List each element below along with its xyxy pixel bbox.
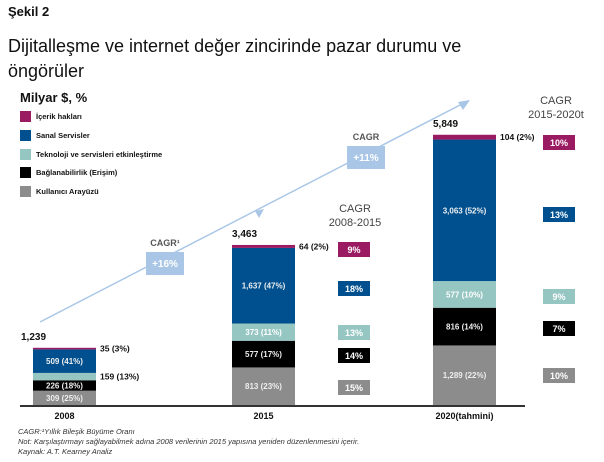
cagr-value: 14% [345,351,363,361]
footnote-note: Not: Karşılaştırmayı sağlayabilmek adına… [18,437,360,446]
cagr-value: 15% [345,383,363,393]
legend-swatch [20,167,31,178]
data-label: 64 (2%) [299,241,329,251]
cagr-value: 10% [550,138,568,148]
data-label: 373 (11%) [245,328,282,337]
cagr-value: 10% [550,371,568,381]
data-label: 226 (18%) [46,382,83,391]
bar-segment [232,340,295,368]
data-label: 577 (10%) [446,290,483,299]
bar-segment [33,390,96,405]
y-unit-label: Milyar $, % [20,90,88,105]
growth-arrow-line [39,103,463,323]
data-label: 159 (13%) [100,372,139,382]
bar-segment [232,323,295,341]
total-cagr-box [347,146,385,169]
footnotes: CAGR:¹Yıllık Bileşik Büyüme Oranı Not: K… [18,427,359,457]
x-tick-label: 2015 [253,411,273,421]
bar-segment [433,307,496,346]
growth-arrow-head [458,100,470,110]
cagr-header: CAGR [339,203,371,215]
data-label: 577 (17%) [245,350,282,359]
chart-title: Dijitalleşme ve internet değer zincirind… [8,34,461,84]
title-line-1: Dijitalleşme ve internet değer zincirind… [8,36,462,56]
cagr-header: 2015-2020t [528,109,584,121]
title-line-2: öngörüler [8,61,85,81]
bar-segment [433,345,496,405]
cagr-box [338,325,370,340]
total-cagr-value: +16% [152,259,178,270]
bar-total-label: 1,239 [21,332,46,343]
cagr-box [543,207,575,222]
legend-swatch [20,186,31,197]
legend-label: Sanal Servisler [36,131,90,140]
cagr-box [338,281,370,296]
data-label: 104 (2%) [500,132,535,142]
legend-swatch [20,149,31,160]
total-cagr-value: +11% [353,153,378,164]
legend-label: İçerik hakları [36,112,82,121]
data-label: 3,063 (52%) [443,206,487,215]
x-tick-label: 2020(tahmini) [435,411,493,421]
bar-segment [232,244,295,248]
cagr-header: CAGR [540,95,572,107]
bar-segment [33,372,96,381]
cagr-box [543,321,575,336]
legend-label: Bağlanabilirlik (Erişim) [36,168,118,177]
legend-swatch [20,111,31,122]
total-cagr-label: CAGR [353,132,380,142]
bar-segment [433,281,496,308]
cagr-value: 7% [552,324,565,334]
bar-segment [33,347,96,350]
cagr-value: 13% [345,328,363,338]
cagr-box [543,368,575,383]
x-tick-label: 2008 [54,411,74,421]
data-label: 813 (23%) [245,382,282,391]
cagr-box [543,289,575,304]
total-cagr-label: CAGR¹ [150,238,180,248]
bar-segment [33,380,96,391]
legend-label: Teknoloji ve servisleri etkinleştirme [36,150,163,159]
cagr-box [338,380,370,395]
data-label: 816 (14%) [446,323,483,332]
data-label: 509 (41%) [46,357,83,366]
bar-total-label: 3,463 [232,229,257,240]
data-label: 1,289 (22%) [443,371,487,380]
bar-total-label: 5,849 [433,119,458,130]
bar-segment [33,349,96,373]
data-label: 309 (25%) [46,394,83,403]
data-label: 35 (3%) [100,344,130,354]
cagr-box [338,242,370,257]
cagr-box [543,135,575,150]
data-label: 1,637 (47%) [242,282,286,291]
cagr-box [338,348,370,363]
bar-segment [433,134,496,140]
footnote-cagr: CAGR:¹Yıllık Bileşik Büyüme Oranı [18,427,135,436]
bar-segment [232,247,295,324]
legend-swatch [20,130,31,141]
bar-segment [433,139,496,282]
figure-label: Şekil 2 [8,4,50,19]
growth-arrow-mid-head [255,209,264,218]
legend-label: Kullanıcı Arayüzü [36,187,99,196]
cagr-value: 9% [552,292,565,302]
bar-segment [232,367,295,405]
total-cagr-box [146,252,184,275]
cagr-header: 2008-2015 [329,217,382,229]
cagr-value: 18% [345,284,363,294]
footnote-source: Kaynak: A.T. Kearney Analiz [18,447,113,456]
cagr-value: 13% [550,210,568,220]
cagr-value: 9% [347,245,360,255]
